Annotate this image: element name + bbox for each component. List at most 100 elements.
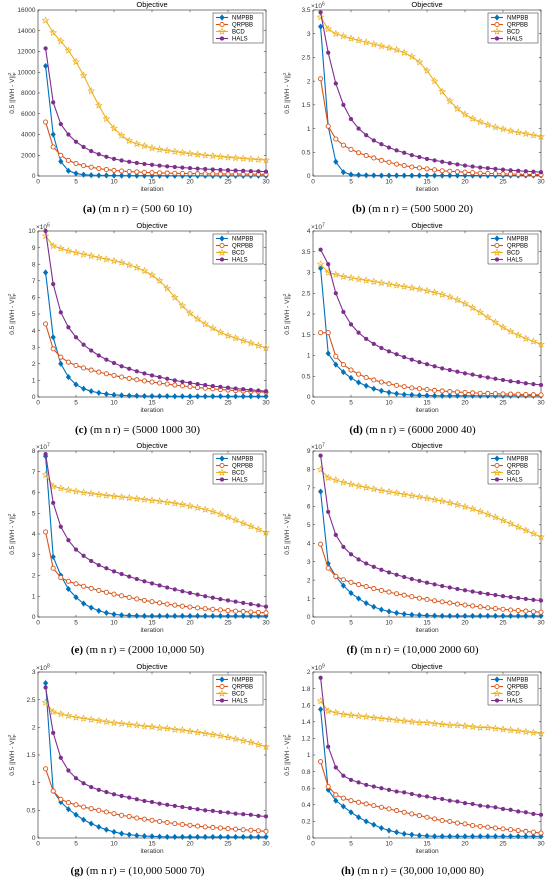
- data-point: [187, 833, 193, 840]
- data-point: [508, 594, 513, 600]
- data-point: [132, 139, 141, 148]
- data-point: [379, 567, 384, 572]
- y-tick-label: 3: [32, 344, 36, 351]
- data-point: [407, 52, 416, 60]
- legend-marker: [218, 688, 226, 697]
- series-qrpbb: [318, 758, 544, 836]
- data-point: [432, 795, 437, 800]
- data-point: [41, 470, 50, 479]
- data-point: [73, 139, 79, 144]
- data-point: [348, 797, 354, 803]
- data-point: [333, 791, 339, 797]
- data-point: [248, 827, 254, 833]
- data-point: [371, 138, 376, 143]
- y-tick-label: 0.5: [301, 373, 310, 380]
- data-point: [407, 491, 416, 499]
- data-point: [438, 87, 447, 95]
- data-point: [172, 381, 178, 388]
- data-point: [141, 172, 147, 179]
- x-tick-label: 20: [186, 840, 194, 847]
- data-point: [347, 710, 355, 718]
- data-point: [94, 101, 103, 109]
- series-qrpbb: [318, 329, 544, 397]
- data-point: [424, 361, 430, 366]
- data-point: [341, 544, 346, 550]
- data-point: [81, 583, 87, 589]
- data-point: [216, 327, 225, 336]
- legend-entry: QRPBB: [507, 23, 528, 29]
- data-point: [417, 359, 422, 364]
- data-point: [508, 171, 514, 177]
- x-tick-label: 20: [461, 840, 469, 847]
- y-axis-label: 0.5 ||WH - V||F2: [7, 72, 18, 114]
- data-point: [111, 828, 117, 835]
- data-point: [333, 353, 339, 359]
- data-point: [149, 832, 155, 839]
- data-point: [149, 612, 155, 620]
- data-point: [462, 392, 468, 399]
- data-point: [178, 301, 187, 309]
- data-point: [455, 586, 460, 592]
- data-point: [79, 713, 88, 722]
- data-point: [201, 319, 210, 327]
- data-point: [179, 382, 185, 388]
- data-point: [438, 719, 447, 728]
- data-point: [339, 709, 348, 718]
- data-point: [356, 779, 361, 785]
- data-point: [470, 371, 475, 377]
- data-point: [493, 592, 498, 598]
- x-tick-label: 20: [461, 179, 469, 186]
- data-point: [239, 335, 248, 344]
- data-point: [447, 585, 452, 590]
- legend-marker: [494, 256, 500, 262]
- data-point: [43, 529, 49, 535]
- data-point: [187, 805, 193, 810]
- data-point: [454, 832, 460, 839]
- data-point: [364, 133, 369, 138]
- data-point: [363, 800, 369, 807]
- data-point: [394, 572, 399, 577]
- y-tick-label: 8: [307, 467, 311, 474]
- data-point: [394, 382, 400, 388]
- data-point: [514, 522, 523, 531]
- data-point: [439, 172, 445, 179]
- data-point: [521, 526, 530, 534]
- data-point: [424, 596, 430, 603]
- chart-panel: Objective 0 5 10 15 20 25 30 0 0.2 0.4 0.6 0.8 1 1.2 1.…: [275, 662, 550, 882]
- data-point: [88, 164, 94, 170]
- data-point: [81, 553, 86, 558]
- series-bcd: [316, 465, 545, 541]
- data-point: [102, 114, 111, 123]
- data-point: [256, 603, 261, 608]
- subfigure-caption-text: (m n r) = (500 60 10): [95, 203, 193, 215]
- data-point: [347, 34, 355, 42]
- data-point: [316, 13, 325, 21]
- data-point: [263, 388, 269, 393]
- data-point: [386, 388, 392, 395]
- data-point: [432, 392, 438, 399]
- data-point: [65, 799, 71, 805]
- data-point: [506, 519, 515, 527]
- data-point: [263, 610, 269, 616]
- data-point: [195, 381, 200, 386]
- data-point: [149, 379, 155, 385]
- data-point: [96, 389, 102, 396]
- data-point: [65, 157, 71, 163]
- data-point: [340, 368, 346, 375]
- data-point: [157, 374, 162, 379]
- y-tick-label: 0.8: [301, 768, 310, 775]
- data-point: [363, 374, 369, 380]
- subfigure-label: (g): [70, 864, 84, 877]
- data-point: [157, 612, 163, 620]
- data-point: [94, 490, 103, 498]
- data-point: [424, 612, 430, 619]
- legend-marker: [494, 21, 500, 28]
- series-bcd: [41, 697, 270, 750]
- data-point: [424, 172, 430, 179]
- data-point: [470, 832, 476, 839]
- data-point: [483, 723, 492, 731]
- data-point: [447, 832, 453, 839]
- chart-panel: Objective 0 5 10 15 20 25 30 0 0.5 1 1.5 2 2.5 3 3.5 4 ×1…: [275, 221, 550, 442]
